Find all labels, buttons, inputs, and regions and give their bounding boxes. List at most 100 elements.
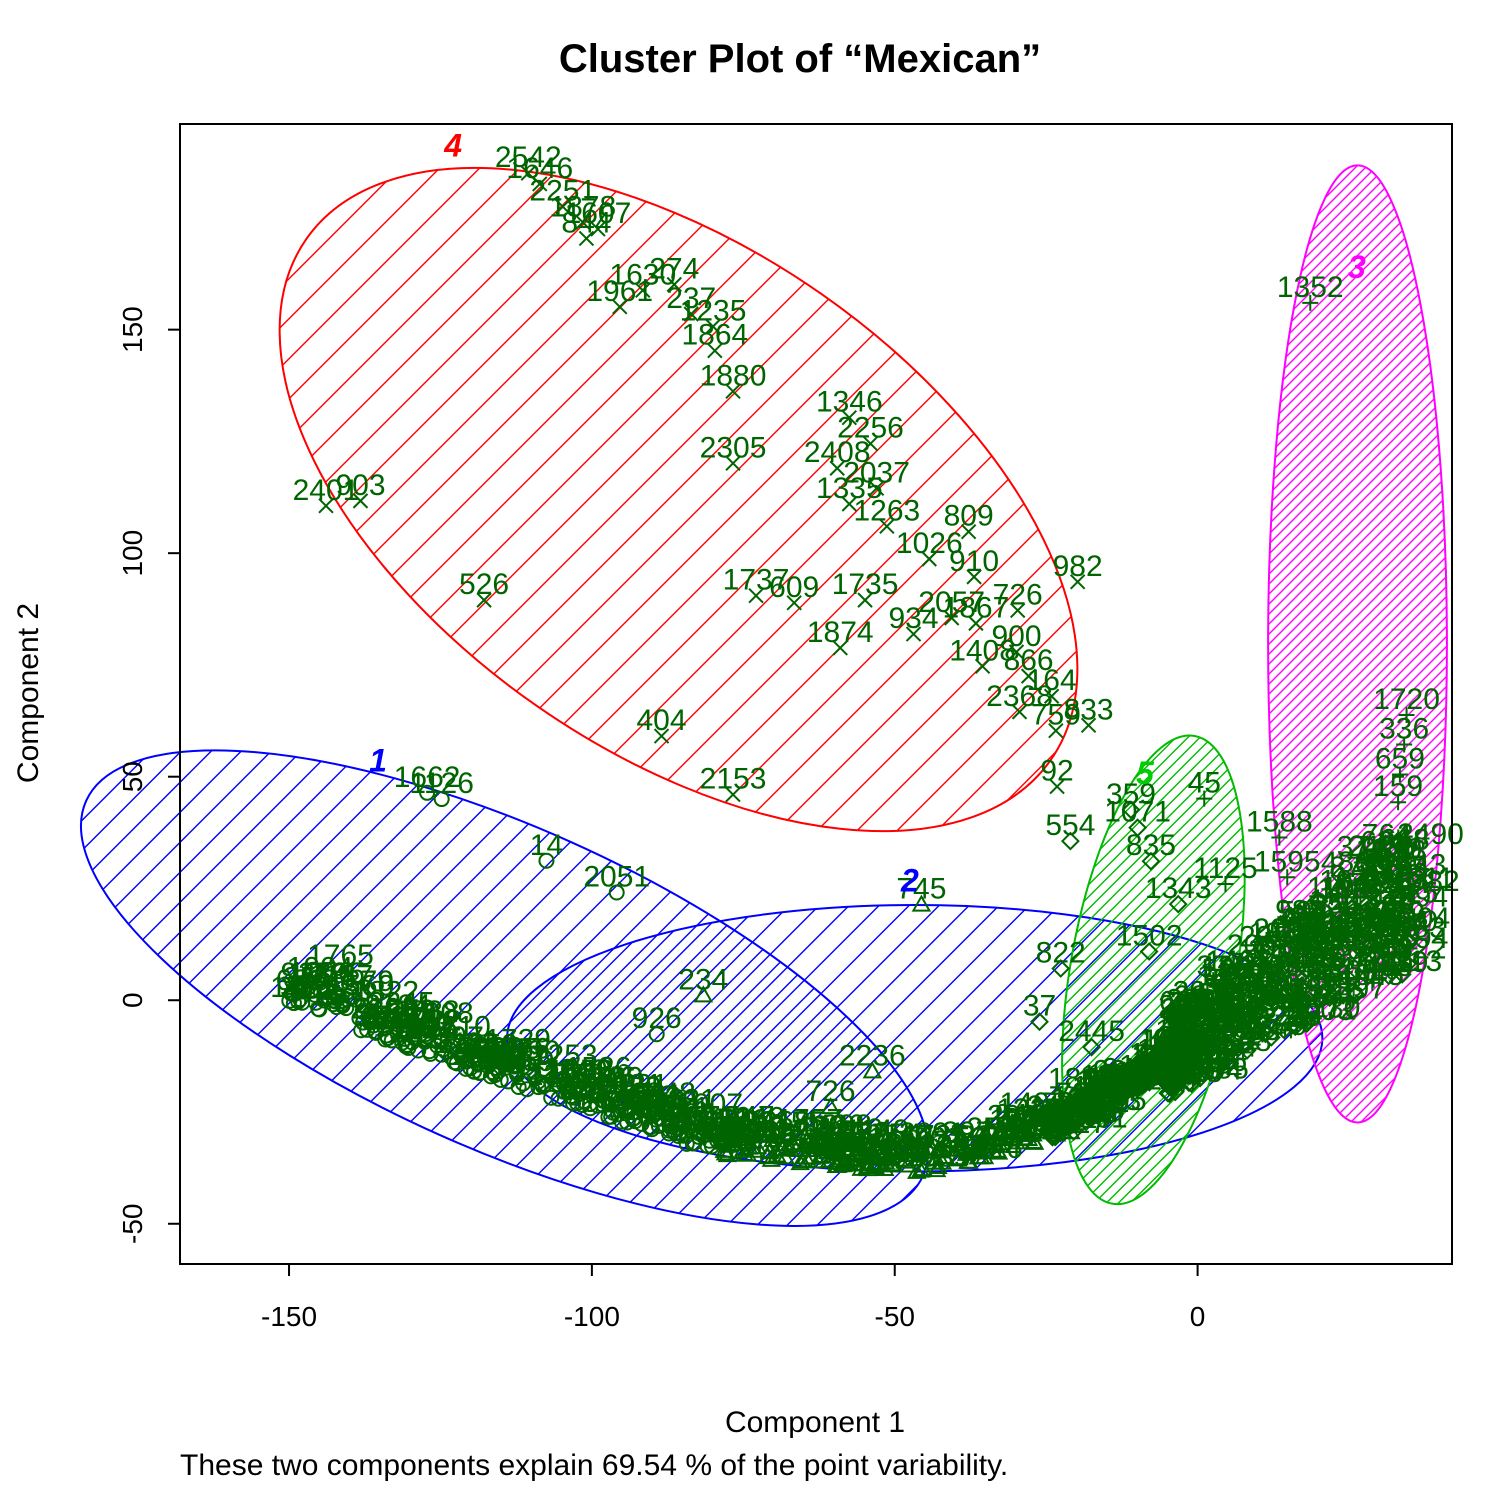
data-point — [974, 658, 991, 674]
data-point — [683, 306, 699, 322]
data-point — [845, 1144, 865, 1162]
hatch-line — [507, 905, 1177, 1172]
data-point — [578, 230, 595, 247]
hatch-line — [1030, 721, 1277, 1219]
point-label: 299 — [1050, 1084, 1100, 1117]
data-point — [478, 1053, 495, 1070]
point-label: 1835 — [904, 1141, 971, 1174]
hatch-line — [507, 905, 1057, 1172]
data-point — [591, 1087, 608, 1104]
data-point — [1281, 916, 1298, 933]
point-label: 1517 — [481, 1041, 548, 1074]
hatch-line — [1268, 165, 1447, 1123]
hatch-line — [1030, 721, 1277, 1219]
data-point — [1060, 1116, 1080, 1136]
data-point — [1282, 1015, 1302, 1035]
data-point — [1293, 992, 1312, 1012]
hatch-line — [1268, 165, 1447, 1123]
data-point — [1197, 1058, 1216, 1078]
hatch-line — [53, 654, 989, 1322]
data-point — [533, 1076, 550, 1093]
data-point — [881, 1154, 902, 1172]
data-point — [1362, 853, 1382, 873]
data-point — [482, 1068, 499, 1085]
hatch-line — [1268, 165, 1447, 1123]
point-label: 636 — [728, 1114, 778, 1147]
point-label: 1125 — [1193, 852, 1258, 885]
data-point — [1273, 994, 1290, 1011]
point-label: 2393 — [1272, 973, 1339, 1006]
data-point — [734, 1144, 755, 1162]
hatch-line — [646, 905, 1323, 1172]
data-point — [1262, 990, 1281, 1009]
cluster-label-5: 5 — [1136, 755, 1155, 791]
point-label: 2124 — [364, 989, 431, 1022]
data-point — [1367, 884, 1384, 901]
data-point — [1177, 1057, 1197, 1077]
data-point — [506, 1058, 523, 1075]
data-point — [1379, 960, 1396, 977]
point-label: 2305 — [700, 431, 767, 464]
hatch-line — [162, 33, 454, 966]
data-point — [1244, 974, 1261, 991]
point-label: 687 — [599, 1084, 649, 1117]
point-label: 1403 — [432, 1027, 499, 1060]
cluster-label-3: 3 — [1348, 249, 1366, 285]
data-point — [1139, 942, 1159, 961]
data-point — [603, 1108, 620, 1125]
hatch-line — [1304, 165, 1447, 1123]
y-axis-label: Component 2 — [12, 603, 45, 783]
point-label: 1720 — [1373, 683, 1440, 716]
hatch-line — [1030, 721, 1277, 1219]
data-point — [1041, 1105, 1061, 1125]
point-label: 1874 — [807, 616, 874, 649]
data-point — [419, 784, 436, 801]
hatch-line — [507, 905, 1323, 1172]
cluster-label-1: 1 — [369, 742, 387, 778]
hatch-line — [1268, 165, 1447, 1123]
data-point — [538, 852, 555, 869]
hatch-line — [1384, 165, 1447, 1123]
data-point — [1005, 1111, 1025, 1129]
hatch-line — [1030, 721, 1277, 1219]
data-point — [988, 1142, 1008, 1160]
data-point — [1244, 1018, 1263, 1038]
point-label: 2153 — [700, 763, 767, 796]
point-label: 1974 — [559, 1062, 626, 1095]
hatch-line — [20, 654, 225, 1322]
data-point — [1204, 1028, 1221, 1045]
point-label: 1999 — [373, 1010, 440, 1043]
data-point — [975, 1141, 995, 1159]
data-point — [1344, 981, 1364, 1001]
hatch-line — [1268, 165, 1447, 1123]
point-label: 988 — [1275, 895, 1325, 928]
data-point — [862, 1061, 883, 1079]
hatch-line — [113, 654, 989, 1322]
point-label: 1780 — [576, 1062, 643, 1095]
point-label: 1595 — [1254, 845, 1321, 878]
data-point — [1399, 882, 1419, 902]
data-point — [1014, 1128, 1035, 1146]
hatch-line — [162, 33, 214, 966]
data-point — [975, 1124, 995, 1142]
data-point — [1399, 933, 1419, 953]
data-point — [678, 1135, 695, 1152]
hatch-line — [20, 654, 989, 1322]
hatch-line — [1268, 165, 1447, 1123]
data-point — [617, 1105, 634, 1122]
data-point — [928, 1156, 948, 1174]
data-point — [1092, 1098, 1111, 1118]
x-tick-label: -100 — [564, 1301, 620, 1332]
data-point — [1199, 1042, 1219, 1062]
data-point — [1297, 933, 1314, 950]
data-point — [500, 1073, 517, 1090]
data-point — [487, 1050, 504, 1067]
point-label: 760 — [403, 1008, 453, 1041]
point-label: 1038 — [393, 995, 460, 1028]
point-label: 1879 — [327, 965, 394, 998]
data-point — [1048, 722, 1064, 739]
point-label: 1850 — [288, 957, 355, 990]
data-point — [1256, 1024, 1275, 1044]
point-label: 1610 — [424, 1011, 491, 1044]
hatch-line — [1042, 721, 1277, 1219]
